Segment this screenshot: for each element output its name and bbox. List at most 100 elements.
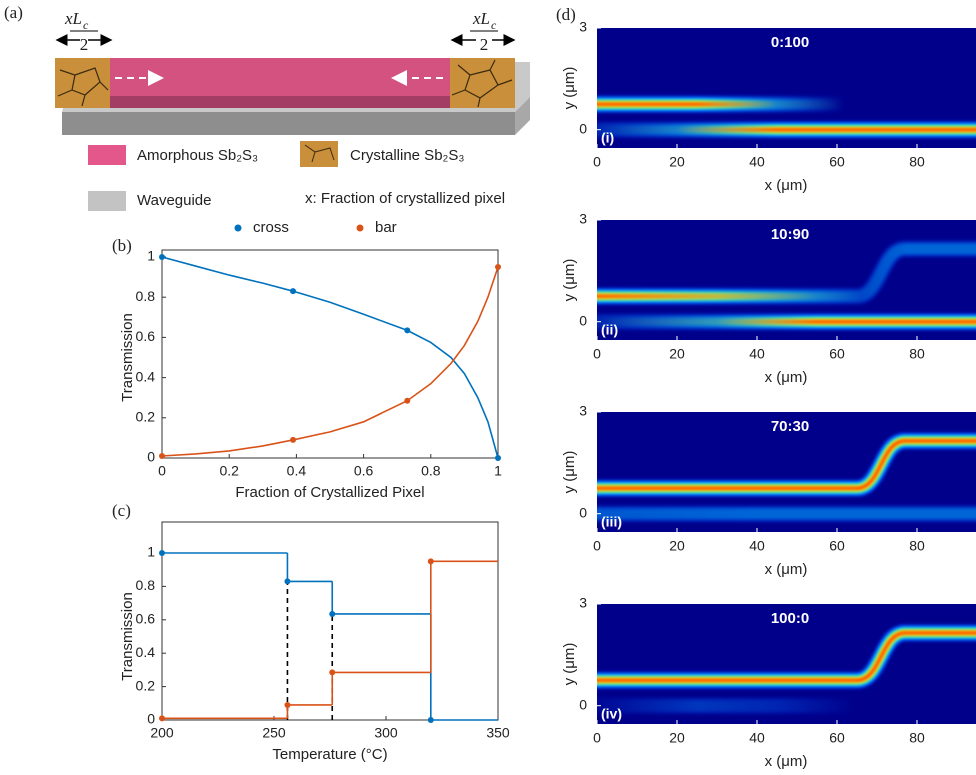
- data-point: [159, 550, 165, 556]
- legend-marker: [356, 224, 364, 232]
- x-axis-label: x (μm): [765, 561, 808, 578]
- x-tick-label: 60: [829, 730, 845, 746]
- y-axis-label: Transmission: [119, 592, 136, 681]
- y-tick-label: 0.4: [136, 368, 156, 384]
- x-axis-label: x (μm): [765, 369, 808, 386]
- panel-label: (b): [112, 236, 132, 255]
- x-tick-label: 60: [829, 538, 845, 554]
- x-tick-label: 20: [669, 730, 685, 746]
- y-tick-label: 0: [147, 711, 155, 727]
- legend-marker: [234, 224, 242, 232]
- x-tick-label: 0: [593, 538, 601, 554]
- x-axis-label: Temperature (°C): [272, 746, 387, 763]
- x-tick-label: 0.2: [219, 463, 239, 479]
- x-tick-label: 20: [669, 346, 685, 362]
- y-tick-label: 0.6: [136, 328, 156, 344]
- data-point: [427, 558, 434, 565]
- x-tick-label: 60: [829, 154, 845, 170]
- y-tick-label: 3: [579, 211, 587, 227]
- field-band: [597, 247, 976, 298]
- panel-label: (a): [4, 3, 23, 22]
- x-tick-label: 0: [593, 154, 601, 170]
- x-tick-label: 0.8: [421, 463, 441, 479]
- data-point: [159, 452, 165, 459]
- y-tick-label: 3: [579, 595, 587, 611]
- data-point: [495, 455, 501, 461]
- data-point: [159, 254, 165, 260]
- x-tick-label: 80: [909, 538, 925, 554]
- data-point: [329, 669, 336, 676]
- data-point: [290, 288, 297, 295]
- field-map: [597, 432, 976, 522]
- y-tick-label: 0.8: [136, 288, 156, 304]
- device-diagram: (a) xL c xL c 2 2 Amorphous Sb₂S₃ Crysta…: [4, 3, 530, 211]
- y-axis-label: y (μm): [561, 67, 578, 110]
- panel-label: (c): [112, 501, 131, 520]
- x-tick-label: 1: [494, 463, 502, 479]
- x-tick-label: 300: [374, 725, 398, 741]
- y-tick-label: 3: [579, 403, 587, 419]
- legend-label: Waveguide: [137, 192, 212, 209]
- x-tick-label: 350: [486, 725, 510, 741]
- y-tick-label: 0.4: [136, 644, 156, 660]
- heatmap-title: 10:90: [771, 226, 809, 243]
- y-tick-label: 0: [147, 449, 155, 465]
- data-point: [404, 327, 411, 334]
- x-tick-label: 40: [749, 154, 765, 170]
- x-axis-label: Fraction of Crystallized Pixel: [235, 484, 424, 501]
- y-tick-label: 0: [579, 312, 587, 328]
- field-map: [597, 240, 976, 330]
- mode-label: (iv): [601, 706, 622, 722]
- x-tick-label: 40: [749, 730, 765, 746]
- data-point: [329, 610, 336, 617]
- x-tick-label: 250: [262, 725, 286, 741]
- y-tick-label: 0.2: [136, 409, 156, 425]
- data-point: [159, 715, 165, 722]
- panel-label: (d): [556, 5, 576, 24]
- heatmap-title: 0:100: [771, 34, 809, 51]
- fit-curve: [161, 266, 499, 457]
- data-point: [404, 397, 411, 404]
- fit-curve: [161, 256, 499, 459]
- x-tick-label: 40: [749, 346, 765, 362]
- y-tick-label: 0: [579, 504, 587, 520]
- fraction-subscript: c: [491, 18, 497, 32]
- fraction-subscript: c: [83, 18, 89, 32]
- field-map: [597, 624, 976, 714]
- legend-label: x: Fraction of crystallized pixel: [305, 190, 505, 207]
- data-point: [284, 701, 291, 708]
- x-tick-label: 0.6: [354, 463, 374, 479]
- legend-label: Crystalline Sb₂S₃: [350, 147, 464, 164]
- field-map: [597, 96, 976, 138]
- x-axis-label: x (μm): [765, 177, 808, 194]
- y-tick-label: 1: [147, 544, 155, 560]
- legend-label: Amorphous Sb₂S₃: [137, 147, 258, 164]
- fraction-numerator: xL: [64, 9, 82, 28]
- field-band: [597, 631, 976, 682]
- x-tick-label: 200: [150, 725, 174, 741]
- data-point: [284, 578, 291, 585]
- x-tick-label: 0.4: [287, 463, 307, 479]
- y-tick-label: 0.8: [136, 577, 156, 593]
- plot-area: [161, 521, 499, 721]
- y-tick-label: 0.6: [136, 611, 156, 627]
- heatmap-title: 70:30: [771, 418, 809, 435]
- legend-label: bar: [375, 219, 397, 236]
- fraction-denominator: 2: [480, 35, 489, 54]
- field-band: [597, 439, 976, 490]
- mode-label: (ii): [601, 322, 618, 338]
- x-tick-label: 60: [829, 346, 845, 362]
- mode-label: (i): [601, 130, 614, 146]
- y-tick-label: 0: [579, 120, 587, 136]
- x-tick-label: 20: [669, 154, 685, 170]
- data-point: [290, 436, 297, 443]
- data-point: [495, 264, 501, 271]
- x-tick-label: 0: [593, 730, 601, 746]
- x-tick-label: 0: [158, 463, 166, 479]
- x-tick-label: 0: [593, 346, 601, 362]
- y-tick-label: 3: [579, 19, 587, 35]
- mode-label: (iii): [601, 514, 622, 530]
- y-tick-label: 0: [579, 696, 587, 712]
- x-tick-label: 80: [909, 154, 925, 170]
